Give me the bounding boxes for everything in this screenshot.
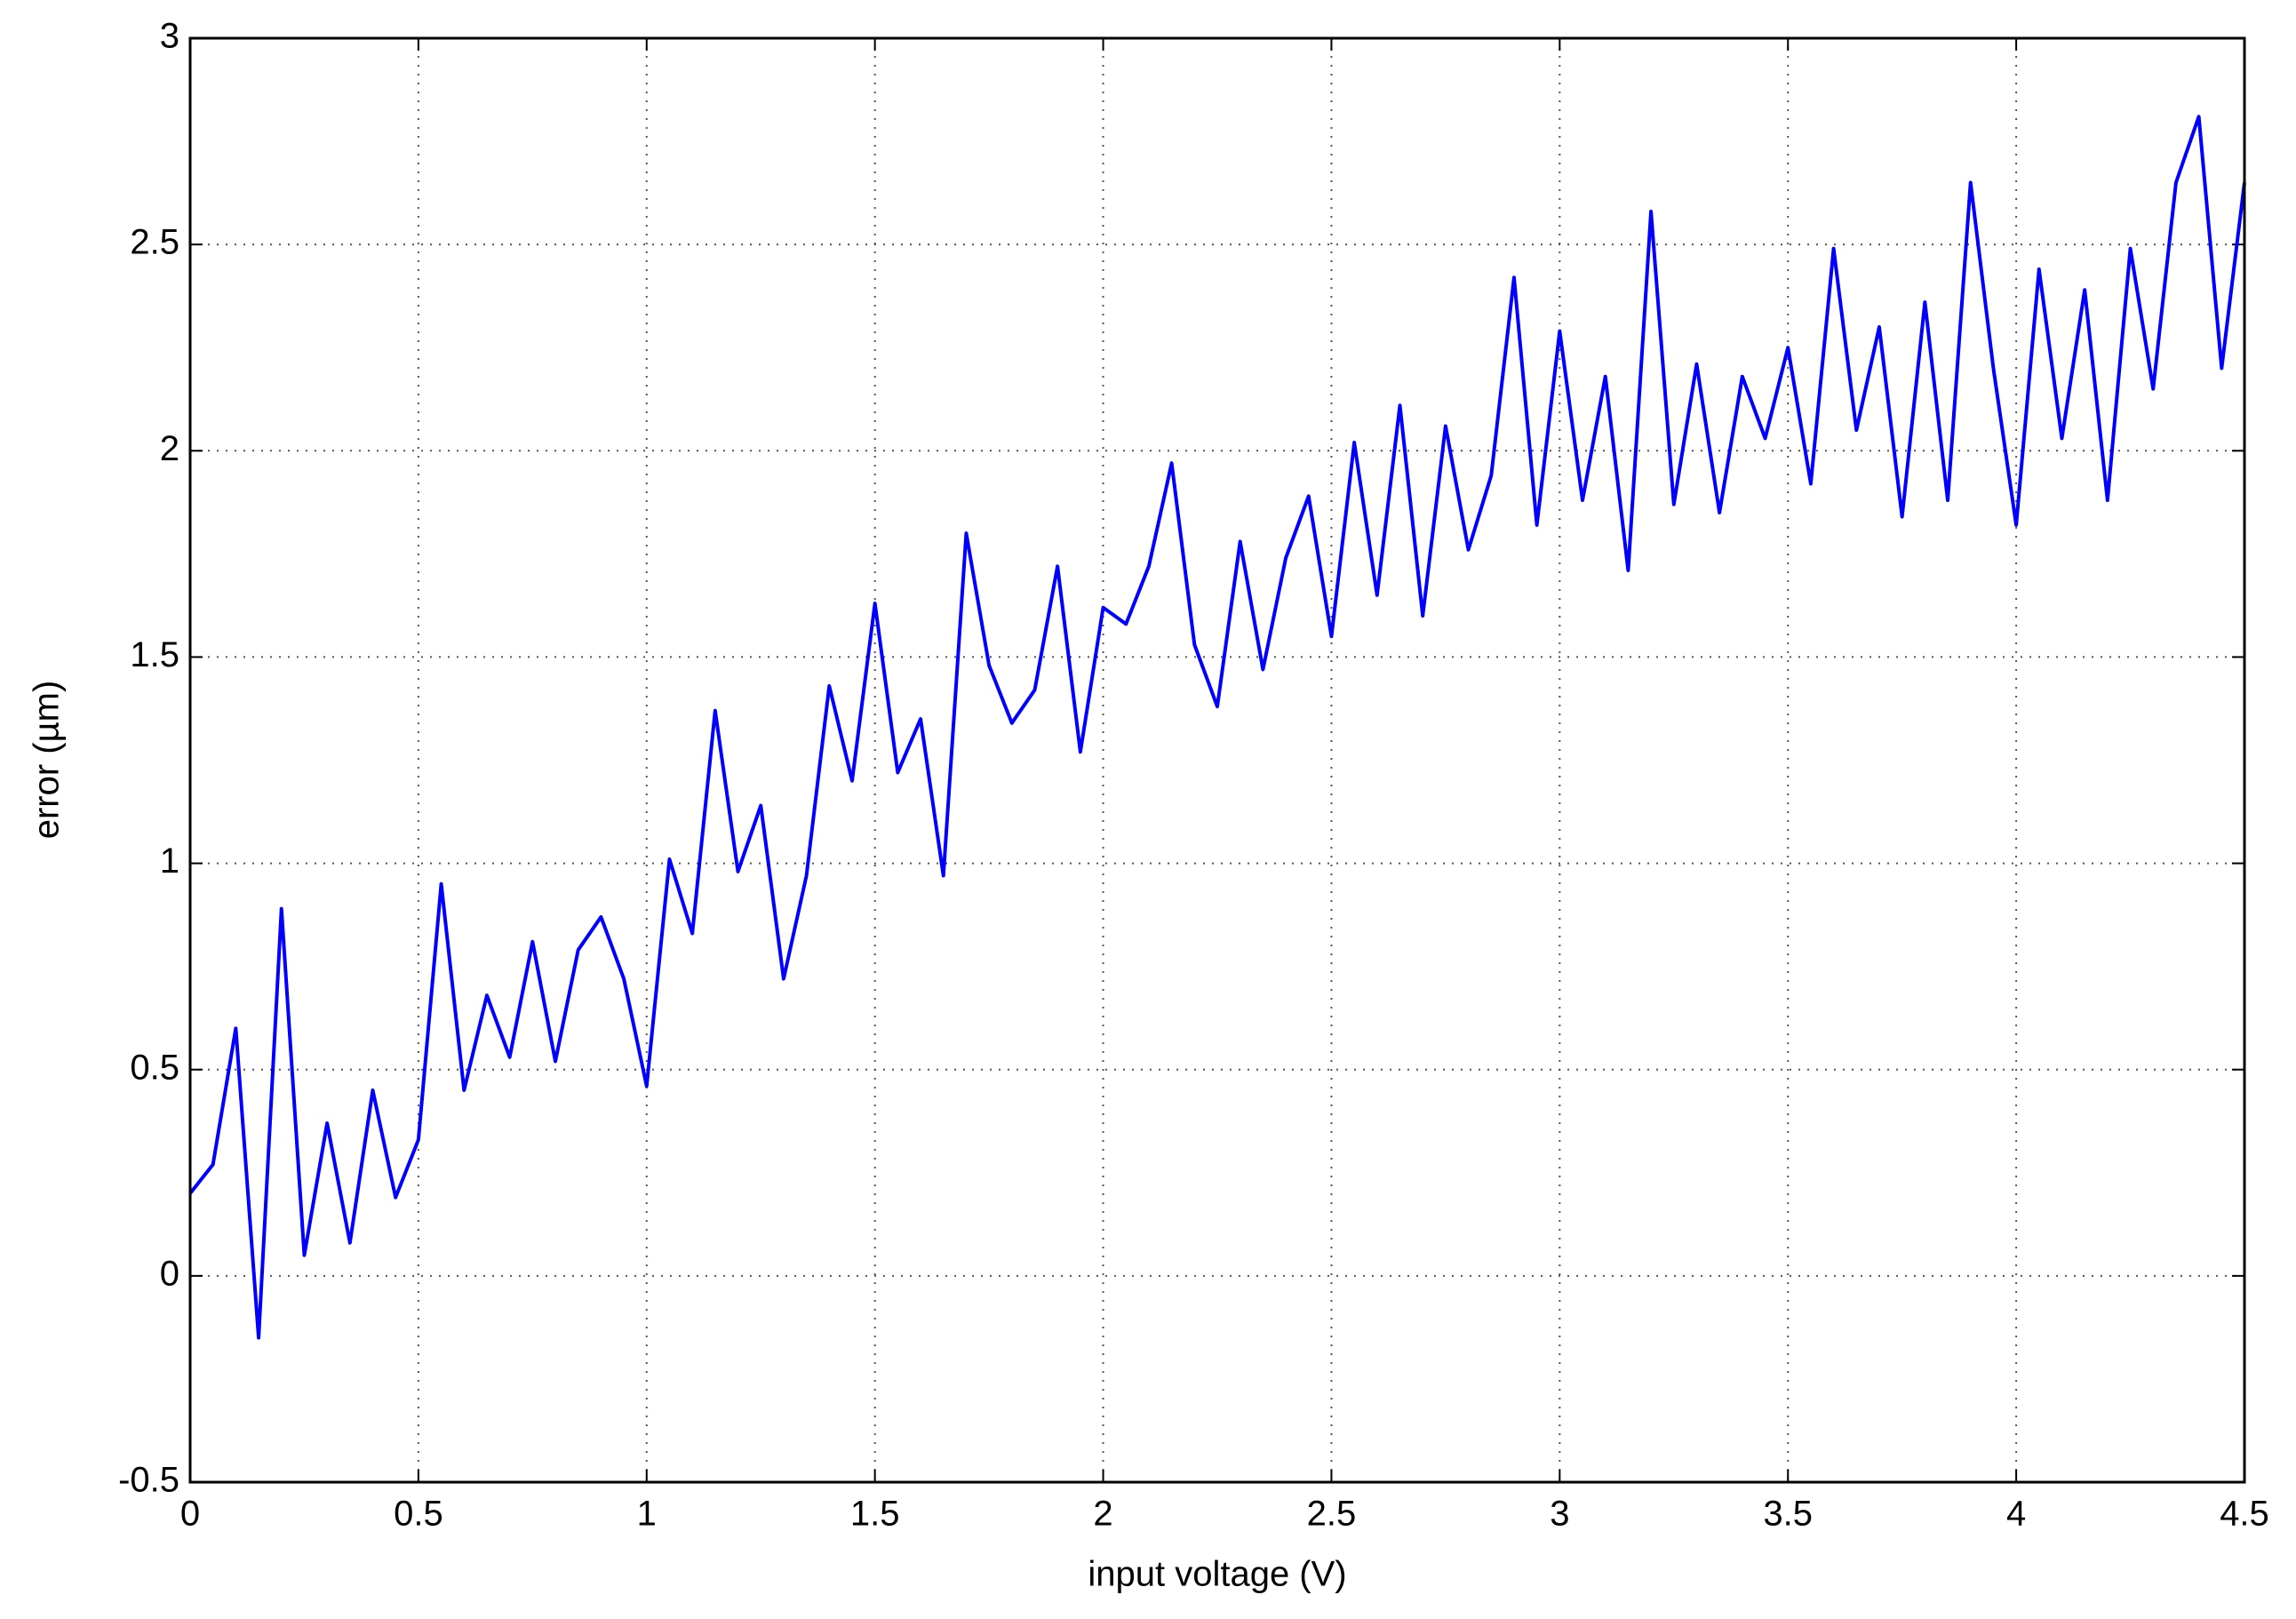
x-tick-label: 2	[1093, 1495, 1112, 1534]
y-axis-label: error (µm)	[28, 681, 67, 840]
x-tick-label: 0	[180, 1495, 200, 1534]
x-tick-label: 3.5	[1763, 1495, 1813, 1534]
data-line	[188, 115, 2246, 1340]
plot-frame	[188, 36, 2246, 1484]
x-tick-label: 1.5	[850, 1495, 900, 1534]
y-tick-label: 3	[160, 17, 179, 56]
y-tick-label: 0.5	[130, 1048, 179, 1087]
x-axis-label: input voltage (V)	[1088, 1555, 1346, 1594]
x-tick-label: 4.5	[2220, 1495, 2269, 1534]
x-tick-label: 4	[2006, 1495, 2026, 1534]
y-tick-label: 1.5	[130, 635, 179, 674]
y-tick-label: 1	[160, 841, 179, 881]
y-tick-label: 2.5	[130, 223, 179, 262]
y-tick-label: -0.5	[118, 1461, 179, 1500]
y-tick-label: 0	[160, 1254, 179, 1293]
x-tick-label: 3	[1550, 1495, 1569, 1534]
x-tick-label: 0.5	[394, 1495, 443, 1534]
y-tick-label: 2	[160, 429, 179, 468]
x-tick-label: 2.5	[1307, 1495, 1357, 1534]
plot-area	[190, 38, 2244, 1482]
x-tick-label: 1	[637, 1495, 657, 1534]
